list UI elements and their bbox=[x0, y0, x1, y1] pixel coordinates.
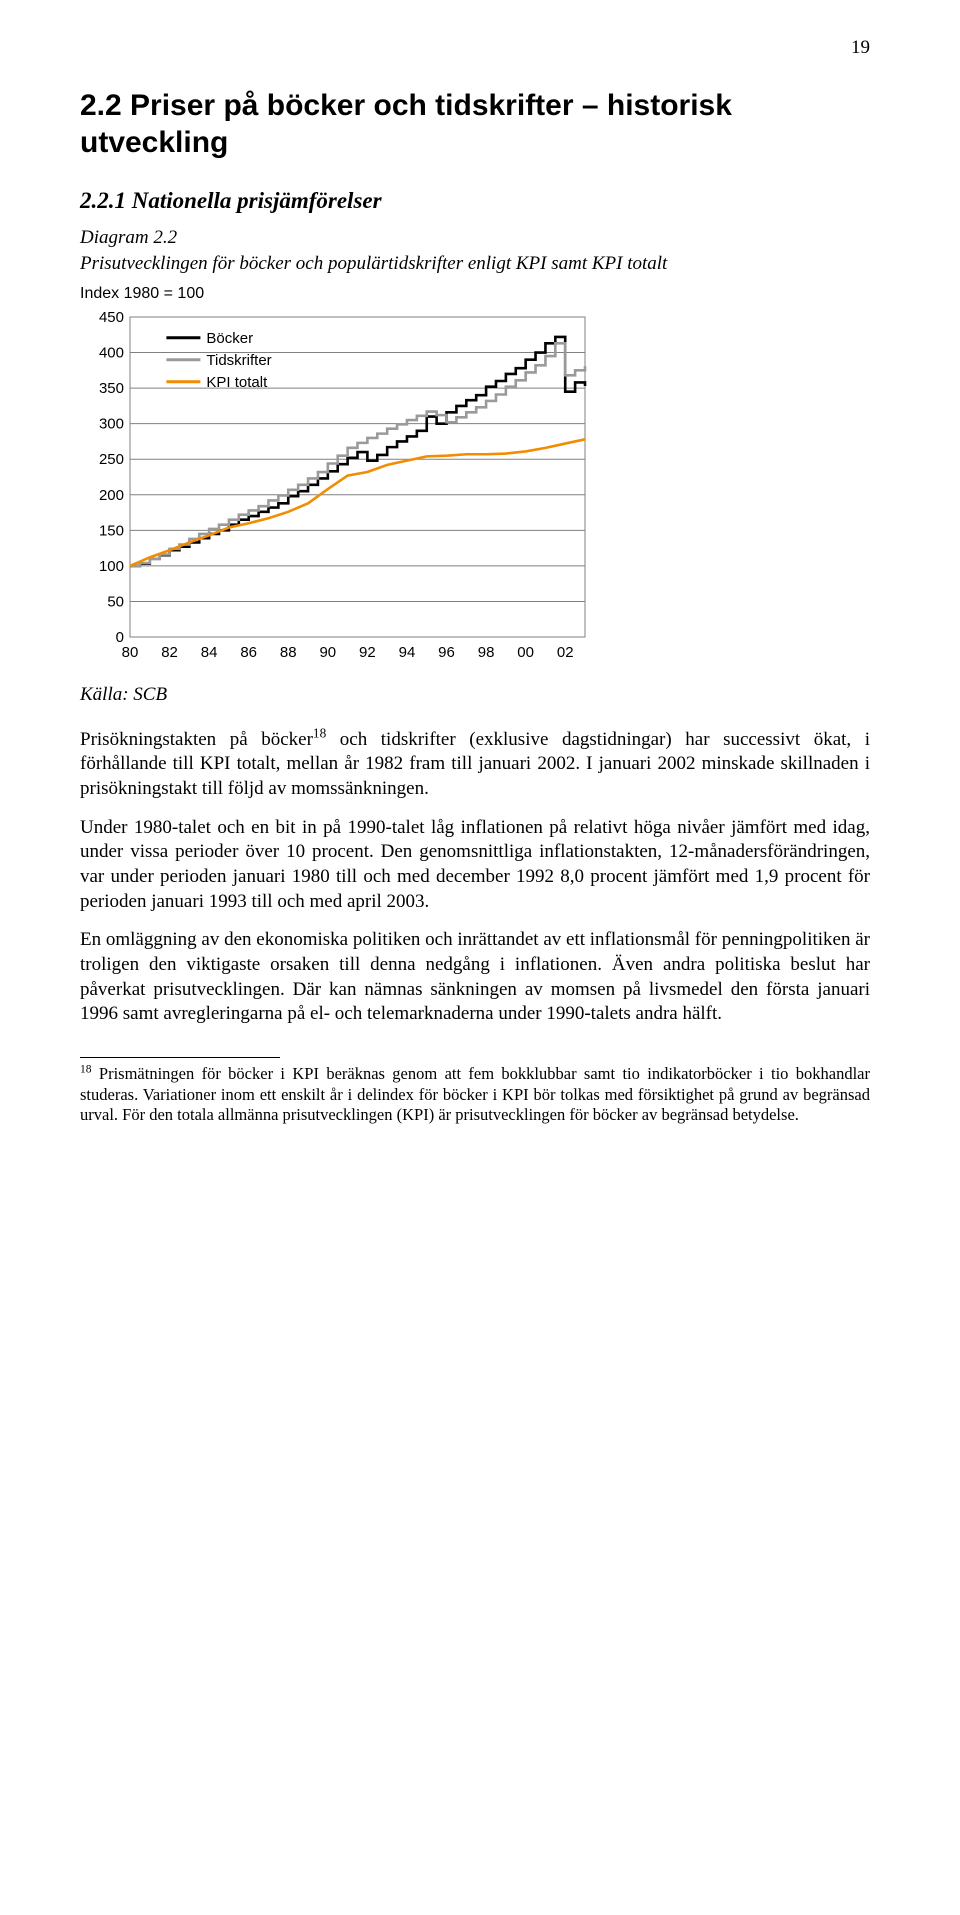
svg-text:84: 84 bbox=[201, 644, 218, 661]
svg-text:96: 96 bbox=[438, 644, 455, 661]
svg-text:50: 50 bbox=[107, 593, 124, 610]
chart-source: Källa: SCB bbox=[80, 683, 870, 708]
svg-text:400: 400 bbox=[99, 344, 124, 361]
svg-text:200: 200 bbox=[99, 487, 124, 504]
svg-text:Tidskrifter: Tidskrifter bbox=[206, 352, 271, 369]
svg-text:150: 150 bbox=[99, 522, 124, 539]
footnote-separator bbox=[80, 1057, 280, 1058]
line-chart: 0501001502002503003504004508082848688909… bbox=[80, 307, 600, 677]
svg-text:Böcker: Böcker bbox=[206, 330, 253, 347]
svg-text:00: 00 bbox=[517, 644, 534, 661]
svg-text:100: 100 bbox=[99, 558, 124, 575]
svg-text:90: 90 bbox=[319, 644, 336, 661]
body-paragraph-1: Prisökningstakten på böcker18 och tidskr… bbox=[80, 728, 870, 802]
diagram-label: Diagram 2.2 bbox=[80, 226, 870, 251]
body-paragraph-2: Under 1980-talet och en bit in på 1990-t… bbox=[80, 816, 870, 915]
document-page: 19 2.2 Priser på böcker och tidskrifter … bbox=[0, 0, 960, 1166]
svg-text:450: 450 bbox=[99, 309, 124, 326]
footnote-text: 18 Prismätningen för böcker i KPI beräkn… bbox=[80, 1064, 870, 1126]
subsection-title: 2.2.1 Nationella prisjämförelser bbox=[80, 186, 870, 216]
footnote-body: Prismätningen för böcker i KPI beräknas … bbox=[80, 1064, 870, 1124]
p1-a: Prisökningstakten på böcker bbox=[80, 729, 313, 750]
svg-text:92: 92 bbox=[359, 644, 376, 661]
svg-text:KPI totalt: KPI totalt bbox=[206, 374, 268, 391]
svg-text:02: 02 bbox=[557, 644, 574, 661]
svg-text:350: 350 bbox=[99, 380, 124, 397]
svg-text:94: 94 bbox=[399, 644, 416, 661]
section-title: 2.2 Priser på böcker och tidskrifter – h… bbox=[80, 87, 870, 162]
svg-text:250: 250 bbox=[99, 451, 124, 468]
footnote-marker-inline: 18 bbox=[313, 725, 326, 740]
body-paragraph-3: En omläggning av den ekonomiska politike… bbox=[80, 928, 870, 1027]
chart-container: 0501001502002503003504004508082848688909… bbox=[80, 307, 600, 677]
svg-text:300: 300 bbox=[99, 415, 124, 432]
svg-text:82: 82 bbox=[161, 644, 178, 661]
chart-index-caption: Index 1980 = 100 bbox=[80, 284, 870, 305]
page-number: 19 bbox=[80, 36, 870, 61]
diagram-title: Prisutvecklingen för böcker och populärt… bbox=[80, 252, 870, 276]
svg-text:98: 98 bbox=[478, 644, 495, 661]
svg-text:86: 86 bbox=[240, 644, 257, 661]
svg-text:80: 80 bbox=[122, 644, 139, 661]
footnote-marker: 18 bbox=[80, 1064, 92, 1076]
svg-text:88: 88 bbox=[280, 644, 297, 661]
